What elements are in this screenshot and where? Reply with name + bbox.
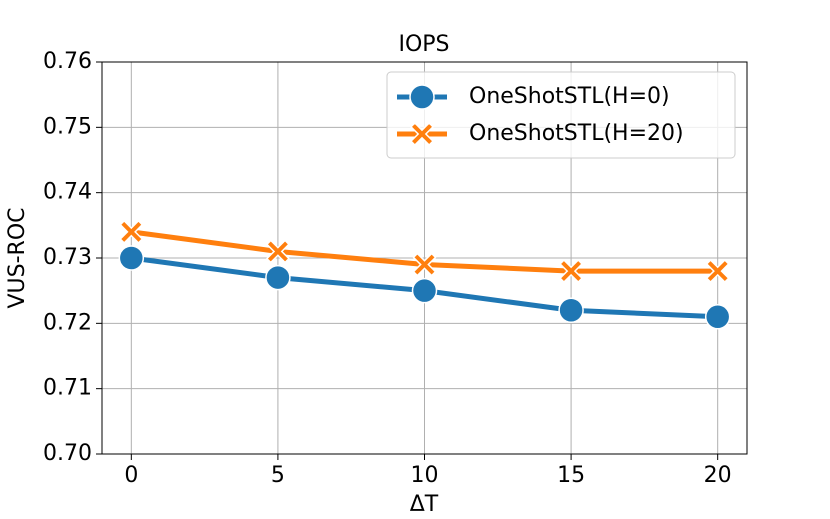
plot-frame: [101, 61, 748, 455]
y-tick-label: 0.72: [43, 310, 92, 335]
x-axis-label: ΔT: [410, 492, 439, 517]
marker: [412, 252, 437, 277]
marker: [558, 297, 584, 324]
marker: [705, 259, 730, 284]
marker: [119, 219, 144, 244]
chart-title: IOPS: [398, 32, 449, 57]
y-tick-label: 0.71: [43, 376, 92, 401]
y-tick-label: 0.74: [43, 180, 92, 205]
marker: [118, 245, 145, 271]
legend-marker: [409, 84, 435, 110]
x-tick-label: 20: [704, 463, 732, 488]
y-tick-label: 0.75: [43, 114, 92, 139]
marker: [559, 259, 584, 284]
legend: OneShotSTL(H=0) OneShotSTL(H=20): [386, 71, 736, 159]
marker: [704, 304, 731, 330]
x-tick-label: 15: [557, 463, 585, 488]
y-axis-label: VUS-ROC: [5, 207, 30, 308]
legend-label: OneShotSTL(H=20): [469, 121, 684, 146]
y-tick-label: 0.70: [43, 441, 92, 466]
marker: [265, 264, 291, 291]
y-tick-label: 0.73: [43, 245, 92, 270]
marker: [265, 239, 290, 264]
legend-label: OneShotSTL(H=0): [469, 84, 670, 109]
legend-marker: [409, 121, 435, 147]
legend-frame: [386, 71, 736, 159]
x-tick-label: 0: [124, 463, 138, 488]
marker: [411, 277, 438, 304]
x-tick-label: 10: [411, 463, 439, 488]
y-tick-label: 0.76: [43, 49, 92, 74]
x-tick-label: 5: [271, 463, 285, 488]
